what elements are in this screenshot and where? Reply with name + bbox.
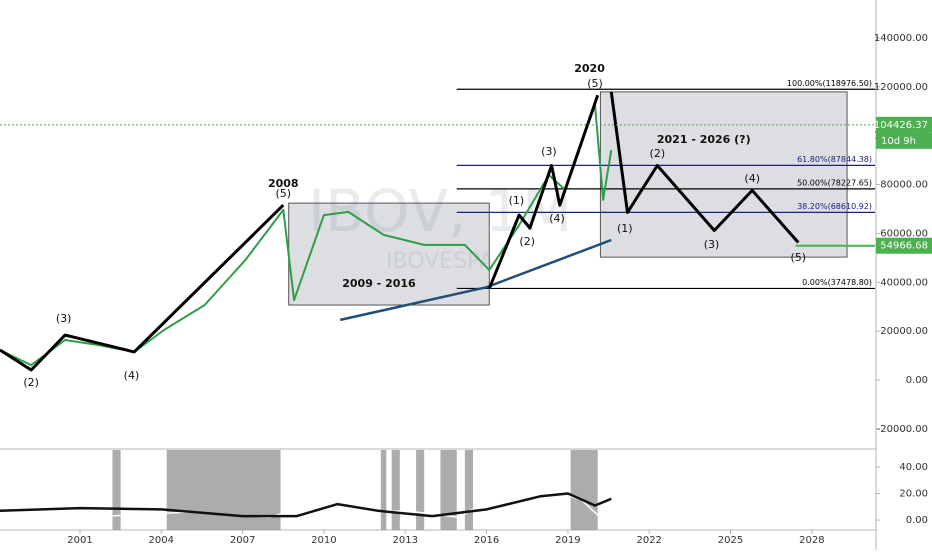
countdown-box: [876, 132, 932, 149]
series-line: [339, 238, 612, 322]
wave-label: (4): [124, 369, 140, 382]
y-tick-label: 0.00: [906, 515, 928, 526]
wave-label: (2): [650, 147, 666, 160]
y-tick-label: -20000.00: [877, 424, 928, 435]
x-tick-label: 2007: [230, 535, 255, 546]
price-label: 104426.37: [874, 120, 928, 131]
wave-label: (5): [790, 251, 806, 264]
wave-label: 2008: [268, 177, 299, 190]
series-line: [0, 492, 612, 518]
wave-label: (1): [617, 222, 633, 235]
wave-label: (3): [541, 145, 557, 158]
x-tick-label: 2010: [311, 535, 336, 546]
price-label: 54966.68: [880, 241, 928, 252]
wave-label: (1): [509, 194, 525, 207]
x-tick-label: 2016: [474, 535, 499, 546]
shaded-range: [166, 450, 281, 530]
y-tick-label: 40.00: [899, 462, 928, 473]
wave-label: (5): [587, 77, 603, 90]
box-label: 2009 - 2016: [342, 277, 416, 290]
wave-label: (3): [56, 312, 72, 325]
x-tick-label: 2004: [149, 535, 174, 546]
box-label: 2021 - 2026 (?): [657, 133, 751, 146]
x-tick-label: 2019: [555, 535, 580, 546]
wave-label: (4): [744, 172, 760, 185]
watermark-sub: IBOVESPA: [386, 249, 494, 274]
wave-label: (2): [519, 235, 535, 248]
y-tick-label: 40000.00: [880, 277, 928, 288]
x-tick-label: 2025: [718, 535, 743, 546]
shaded-range: [112, 450, 121, 530]
fib-level-label: 100.00%(118976.50): [787, 79, 872, 88]
shaded-range: [416, 450, 425, 530]
y-tick-label: 20.00: [899, 489, 928, 500]
wave-label: (3): [704, 238, 720, 251]
x-tick-label: 2022: [636, 535, 661, 546]
shaded-range: [380, 450, 387, 530]
x-tick-label: 2013: [393, 535, 418, 546]
fib-level-label: 50.00%(78227.65): [797, 178, 872, 187]
shaded-range: [570, 450, 598, 530]
shaded-range: [464, 450, 474, 530]
y-tick-label: 120000.00: [874, 82, 928, 93]
price-label-box: [876, 237, 932, 254]
shaded-range: [391, 450, 400, 530]
y-tick-label: 0.00: [906, 375, 928, 386]
price-label-box: [876, 116, 932, 133]
y-tick-label: 60000.00: [880, 228, 928, 239]
wave-label: (5): [275, 187, 291, 200]
shaded-range: [440, 450, 457, 530]
countdown-label: 10d 9h: [881, 136, 916, 147]
series-line: [0, 91, 800, 372]
wave-label: (4): [549, 212, 565, 225]
y-tick-label: 140000.00: [874, 33, 928, 44]
x-tick-label: 2028: [799, 535, 824, 546]
y-tick-label: 80000.00: [880, 180, 928, 191]
x-tick-label: 2001: [67, 535, 92, 546]
fib-level-label: 0.00%(37478.80): [802, 278, 872, 287]
wave-label: 2020: [574, 62, 605, 75]
wave-label: (2): [23, 376, 39, 389]
y-tick-label: 20000.00: [880, 326, 928, 337]
fib-level-label: 38.20%(68610.92): [797, 202, 872, 211]
fib-level-label: 61.80%(87844.38): [797, 155, 872, 164]
range-box: [599, 91, 848, 258]
